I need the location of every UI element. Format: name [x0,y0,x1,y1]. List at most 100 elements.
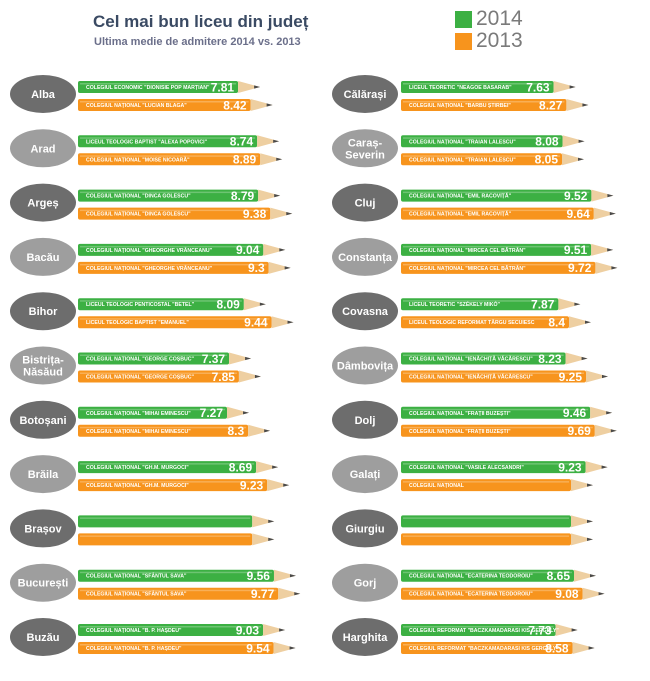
pencil-wood-tip [586,370,608,383]
value-label: 9.54 [246,641,270,655]
pencil-2014: COLEGIUL ECONOMIC "DIONISIE POP MARȚIAN"… [78,80,261,94]
county-label: Bistrița-Năsăud [22,355,64,379]
pencil-wood-tip [562,135,585,148]
county-row-arges: Argeș COLEGIUL NAȚIONAL "DINCA GOLESCU" 8.… [10,183,293,222]
pencil-2014: COLEGIUL NAȚIONAL "TRAIAN LALESCU" 8.08 [401,135,585,149]
county-label: București [18,578,69,590]
pencil-lead [266,103,273,107]
county-label-line: Severin [345,149,385,161]
pencil-wood-tip [229,352,252,365]
pencil-2014: LICEUL TEORETIC "NEAGOE BASARAB" 7.63 [401,80,576,94]
pencil-body [78,587,279,600]
county-label: Covasna [342,306,389,318]
county-oval [10,237,76,276]
pencil-wood-tip [594,424,617,437]
pencil-highlight [80,101,249,103]
pencil-wood-tip [590,406,613,419]
pencil-highlight [80,535,251,537]
pencil-2014: COLEGIUL NAȚIONAL "EMIL RACOVIȚĂ" 9.52 [401,189,614,203]
pencil-highlight [403,245,590,248]
pencil-lead [585,320,591,324]
pencil-wood-tip [555,624,578,636]
county-label: Caraș-Severin [345,137,385,161]
pencil-body [401,135,563,148]
school-label: LICEUL TEORETIC "NEAGOE BASARAB" [409,85,512,91]
pencil-highlight [80,300,242,302]
county-oval [10,400,76,439]
pencil-body [78,370,239,383]
pencil-lead [607,194,614,198]
value-label: 9.46 [563,406,587,420]
value-label: 8.65 [547,569,571,583]
pencil-lead [607,248,614,252]
county-oval [10,346,76,385]
value-label: 8.09 [216,298,240,312]
pencil-body [78,153,261,166]
county-label: Călărași [344,89,387,101]
county-oval [332,509,398,548]
pencil-lead [254,85,261,89]
county-label: Buzău [27,632,60,644]
pencil-wood-tip [566,99,589,111]
county-oval [10,183,76,222]
pencil-highlight [80,426,247,429]
pencil-lead [286,212,293,216]
county-oval [332,618,398,656]
pencil-wood-tip [257,135,280,148]
school-label: COLEGIUL NAȚIONAL "SFÂNTUL SAVA" [86,573,187,580]
county-label: Bacău [26,252,59,264]
pencil-wood-tip [250,99,273,111]
pencil-lead [588,646,595,650]
value-label: 7.87 [531,298,555,312]
pencil-highlight [80,626,262,628]
school-label: COLEGIUL NAȚIONAL "GHEORGHE VRÂNCEANU" [86,247,213,254]
value-label: 9.72 [568,261,592,275]
pencil-wood-tip [572,642,595,654]
pencil-lead [254,374,261,379]
value-label: 9.52 [564,189,588,203]
pencil-wood-tip [260,153,283,166]
pencil-lead [582,103,589,107]
pencil-lead [574,302,581,306]
pencil-body [78,243,264,256]
pencil-wood-tip [553,81,576,93]
pencil-lead [578,157,584,161]
county-row-galati: Galați COLEGIUL NAȚIONAL "VASILE ALECSAND… [332,455,608,494]
pencil-2014: LICEUL TEOLOGIC PENTICOSTAL "BETEL" 8.09 [78,298,266,312]
pencil-2013: COLEGIUL REFORMAT "BACZKAMADARASI KIS GE… [401,641,595,655]
pencil-highlight [403,209,592,212]
pencil-highlight [403,318,567,320]
county-row-gorj: Gorj COLEGIUL NAȚIONAL "ECATERINA TEODORO… [332,563,605,602]
pencil-lead [289,574,296,578]
pencil-2014: COLEGIUL NAȚIONAL "B. P. HAȘDEU" 9.03 [78,623,286,637]
pencil-highlight [403,535,569,537]
pencil-lead [294,592,301,596]
pencil-wood-tip [243,298,266,311]
legend-label-2014: 2014 [476,7,523,30]
value-label: 9.77 [251,587,275,601]
pencil-highlight [403,372,584,374]
pencil-2013: COLEGIUL NAȚIONAL "TRAIAN LALESCU" 8.05 [401,153,584,167]
pencil-highlight [403,83,552,85]
value-label: 8.4 [548,316,565,330]
school-label: COLEGIUL NAȚIONAL "MOISE NICOARĂ" [86,156,190,163]
county-label: Dolj [355,415,376,427]
county-row-bacau: Bacău COLEGIUL NAȚIONAL "GHEORGHE VRÂNCEA… [10,237,291,276]
pencil-highlight [403,481,569,483]
county-row-cluj: Cluj COLEGIUL NAȚIONAL "EMIL RACOVIȚĂ" 9.5… [332,183,616,222]
county-row-bihor: Bihor LICEUL TEOLOGIC PENTICOSTAL "BETEL"… [10,292,294,331]
pencil-body [78,424,249,437]
pencil-wood-tip [582,587,605,600]
pencil-body [401,533,571,546]
pencil-highlight [80,137,256,139]
pencil-body [78,569,274,582]
school-label: COLEGIUL NAȚIONAL "MIHAI EMINESCU" [86,429,191,435]
school-label: COLEGIUL NAȚIONAL "GHEORGHE VRÂNCEANU" [86,265,213,272]
value-label: 9.3 [248,261,265,275]
county-label: Harghita [343,632,389,644]
pencil-body [401,81,554,93]
county-oval [332,455,398,494]
pencil-wood-tip [248,424,271,437]
county-label: Brăila [28,469,59,481]
